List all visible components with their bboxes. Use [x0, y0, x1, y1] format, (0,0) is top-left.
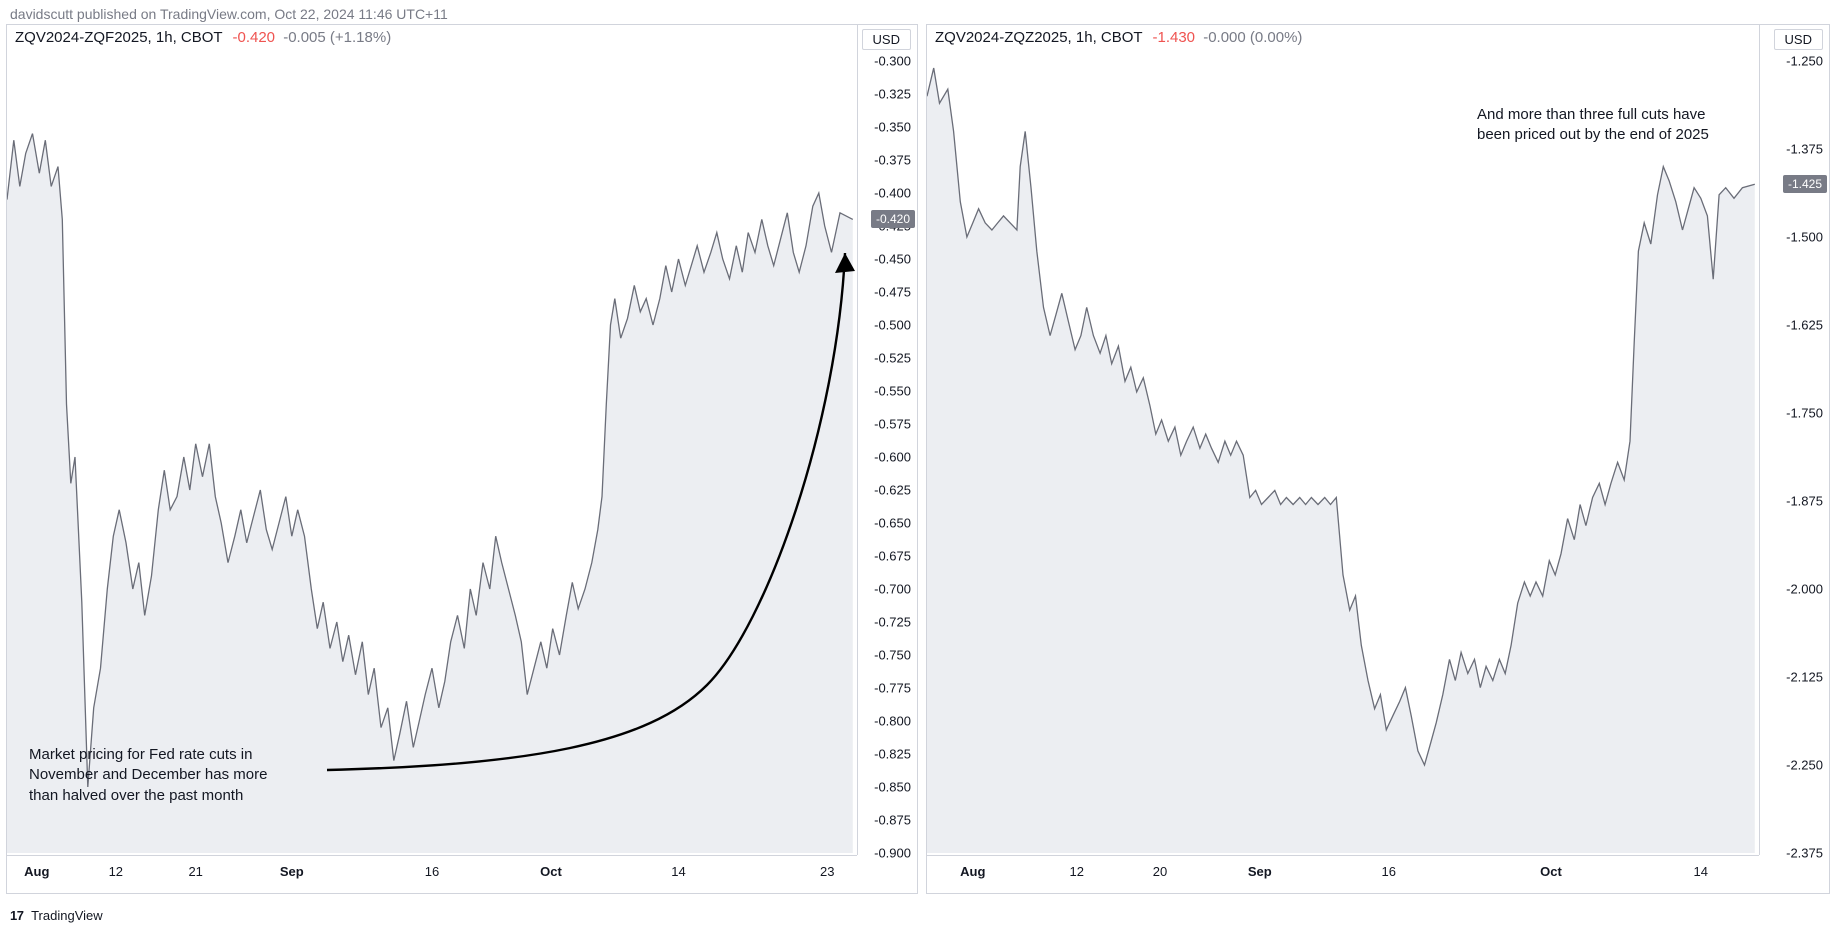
right-change: -0.000 (0.00%)	[1203, 29, 1302, 46]
left-change: -0.005 (+1.18%)	[283, 29, 391, 46]
left-annotation: Market pricing for Fed rate cuts inNovem…	[29, 745, 267, 806]
left-chart-header: ZQV2024-ZQF2025, 1h, CBOT -0.420 -0.005 …	[15, 29, 391, 46]
right-annotation: And more than three full cuts havebeen p…	[1477, 105, 1709, 146]
left-unit-box[interactable]: USD	[862, 29, 911, 50]
left-price: -0.420	[232, 29, 275, 46]
left-time-axis[interactable]: Aug1221Sep16Oct1423	[7, 855, 857, 893]
footer-brand: TradingView	[31, 908, 103, 923]
tradingview-logo-icon: 17	[10, 908, 23, 923]
right-price: -1.430	[1152, 29, 1195, 46]
left-price-axis[interactable]: -0.300-0.325-0.350-0.375-0.400-0.425-0.4…	[857, 25, 917, 855]
panels-row: ZQV2024-ZQF2025, 1h, CBOT -0.420 -0.005 …	[0, 24, 1838, 904]
right-chart-panel[interactable]: ZQV2024-ZQZ2025, 1h, CBOT -1.430 -0.000 …	[926, 24, 1830, 894]
right-price-axis[interactable]: -1.250-1.375-1.500-1.625-1.750-1.875-2.0…	[1759, 25, 1829, 855]
right-chart-header: ZQV2024-ZQZ2025, 1h, CBOT -1.430 -0.000 …	[935, 29, 1302, 46]
publish-meta: davidscutt published on TradingView.com,…	[0, 0, 1838, 24]
footer: 17 TradingView	[0, 904, 1838, 927]
right-price-badge: -1.425	[1783, 175, 1827, 193]
right-symbol: ZQV2024-ZQZ2025, 1h, CBOT	[935, 29, 1142, 46]
right-chart-svg[interactable]	[927, 25, 1829, 893]
left-chart-panel[interactable]: ZQV2024-ZQF2025, 1h, CBOT -0.420 -0.005 …	[6, 24, 918, 894]
left-symbol: ZQV2024-ZQF2025, 1h, CBOT	[15, 29, 222, 46]
left-price-badge: -0.420	[871, 210, 915, 228]
right-time-axis[interactable]: Aug1220Sep16Oct14	[927, 855, 1759, 893]
right-unit-box[interactable]: USD	[1774, 29, 1823, 50]
